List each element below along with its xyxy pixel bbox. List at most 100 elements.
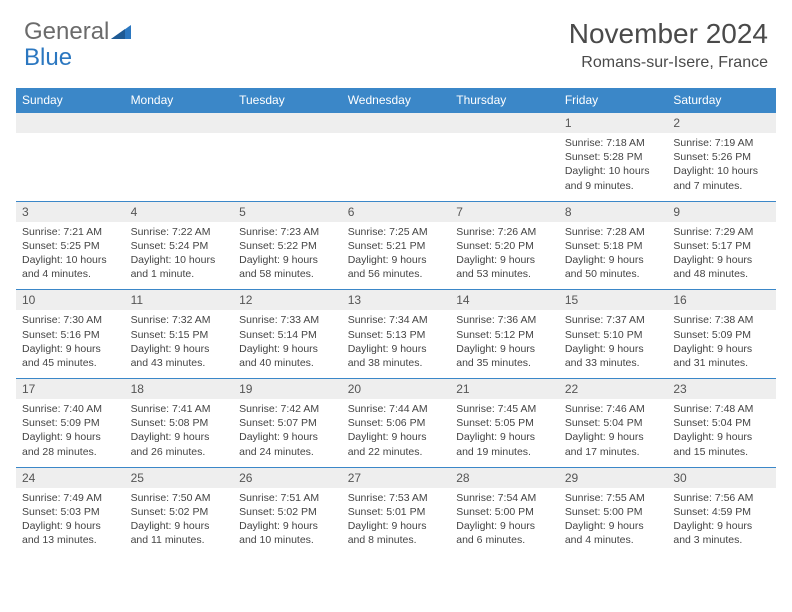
day-cell-5: 5Sunrise: 7:23 AMSunset: 5:22 PMDaylight…: [233, 201, 342, 290]
daylight-text: Daylight: 9 hours and 8 minutes.: [348, 519, 445, 547]
day-number: 16: [667, 290, 776, 310]
month-title: November 2024: [569, 18, 768, 50]
title-block: November 2024 Romans-sur-Isere, France: [569, 18, 768, 72]
day-cell-2: 2Sunrise: 7:19 AMSunset: 5:26 PMDaylight…: [667, 113, 776, 202]
day-number: 21: [450, 379, 559, 399]
day-cell-29: 29Sunrise: 7:55 AMSunset: 5:00 PMDayligh…: [559, 467, 668, 555]
sunrise-text: Sunrise: 7:32 AM: [131, 313, 228, 327]
empty-day-cell: [233, 113, 342, 202]
sunrise-text: Sunrise: 7:26 AM: [456, 225, 553, 239]
sunset-text: Sunset: 5:00 PM: [456, 505, 553, 519]
sunset-text: Sunset: 5:14 PM: [239, 328, 336, 342]
day-cell-20: 20Sunrise: 7:44 AMSunset: 5:06 PMDayligh…: [342, 379, 451, 468]
day-number: 8: [559, 202, 668, 222]
day-content: Sunrise: 7:19 AMSunset: 5:26 PMDaylight:…: [667, 133, 776, 201]
header: General November 2024 Romans-sur-Isere, …: [0, 0, 792, 80]
sunrise-text: Sunrise: 7:21 AM: [22, 225, 119, 239]
calendar-table: SundayMondayTuesdayWednesdayThursdayFrid…: [16, 88, 776, 555]
sunset-text: Sunset: 5:20 PM: [456, 239, 553, 253]
day-content: Sunrise: 7:25 AMSunset: 5:21 PMDaylight:…: [342, 222, 451, 290]
weekday-thursday: Thursday: [450, 88, 559, 113]
sunset-text: Sunset: 5:18 PM: [565, 239, 662, 253]
empty-day-num: [16, 113, 125, 133]
sunrise-text: Sunrise: 7:42 AM: [239, 402, 336, 416]
day-number: 30: [667, 468, 776, 488]
day-cell-14: 14Sunrise: 7:36 AMSunset: 5:12 PMDayligh…: [450, 290, 559, 379]
sunrise-text: Sunrise: 7:28 AM: [565, 225, 662, 239]
sunset-text: Sunset: 5:04 PM: [673, 416, 770, 430]
empty-day-cell: [450, 113, 559, 202]
day-content: Sunrise: 7:30 AMSunset: 5:16 PMDaylight:…: [16, 310, 125, 378]
sunrise-text: Sunrise: 7:34 AM: [348, 313, 445, 327]
sunrise-text: Sunrise: 7:19 AM: [673, 136, 770, 150]
weekday-tuesday: Tuesday: [233, 88, 342, 113]
weekday-sunday: Sunday: [16, 88, 125, 113]
sunset-text: Sunset: 5:08 PM: [131, 416, 228, 430]
day-number: 27: [342, 468, 451, 488]
day-number: 2: [667, 113, 776, 133]
sunrise-text: Sunrise: 7:29 AM: [673, 225, 770, 239]
location: Romans-sur-Isere, France: [569, 54, 768, 72]
weekday-saturday: Saturday: [667, 88, 776, 113]
sunrise-text: Sunrise: 7:49 AM: [22, 491, 119, 505]
day-number: 20: [342, 379, 451, 399]
day-number: 28: [450, 468, 559, 488]
sunset-text: Sunset: 5:24 PM: [131, 239, 228, 253]
day-cell-4: 4Sunrise: 7:22 AMSunset: 5:24 PMDaylight…: [125, 201, 234, 290]
sunset-text: Sunset: 5:12 PM: [456, 328, 553, 342]
daylight-text: Daylight: 9 hours and 28 minutes.: [22, 430, 119, 458]
sunset-text: Sunset: 5:06 PM: [348, 416, 445, 430]
sunrise-text: Sunrise: 7:36 AM: [456, 313, 553, 327]
daylight-text: Daylight: 9 hours and 17 minutes.: [565, 430, 662, 458]
daylight-text: Daylight: 9 hours and 45 minutes.: [22, 342, 119, 370]
day-content: Sunrise: 7:41 AMSunset: 5:08 PMDaylight:…: [125, 399, 234, 467]
day-number: 3: [16, 202, 125, 222]
day-number: 15: [559, 290, 668, 310]
daylight-text: Daylight: 9 hours and 22 minutes.: [348, 430, 445, 458]
sunrise-text: Sunrise: 7:45 AM: [456, 402, 553, 416]
day-number: 18: [125, 379, 234, 399]
sunset-text: Sunset: 5:17 PM: [673, 239, 770, 253]
day-content: Sunrise: 7:29 AMSunset: 5:17 PMDaylight:…: [667, 222, 776, 290]
sunrise-text: Sunrise: 7:25 AM: [348, 225, 445, 239]
sunset-text: Sunset: 5:00 PM: [565, 505, 662, 519]
daylight-text: Daylight: 9 hours and 50 minutes.: [565, 253, 662, 281]
day-content: Sunrise: 7:55 AMSunset: 5:00 PMDaylight:…: [559, 488, 668, 556]
day-number: 23: [667, 379, 776, 399]
day-content: Sunrise: 7:33 AMSunset: 5:14 PMDaylight:…: [233, 310, 342, 378]
day-number: 7: [450, 202, 559, 222]
sunset-text: Sunset: 5:22 PM: [239, 239, 336, 253]
day-content: Sunrise: 7:34 AMSunset: 5:13 PMDaylight:…: [342, 310, 451, 378]
logo-text-blue: Blue: [24, 44, 72, 72]
day-cell-3: 3Sunrise: 7:21 AMSunset: 5:25 PMDaylight…: [16, 201, 125, 290]
day-content: Sunrise: 7:49 AMSunset: 5:03 PMDaylight:…: [16, 488, 125, 556]
sunrise-text: Sunrise: 7:33 AM: [239, 313, 336, 327]
sunrise-text: Sunrise: 7:30 AM: [22, 313, 119, 327]
day-content: Sunrise: 7:32 AMSunset: 5:15 PMDaylight:…: [125, 310, 234, 378]
day-cell-8: 8 Sunrise: 7:28 AMSunset: 5:18 PMDaylight…: [559, 201, 668, 290]
day-number: 19: [233, 379, 342, 399]
daylight-text: Daylight: 9 hours and 10 minutes.: [239, 519, 336, 547]
daylight-text: Daylight: 9 hours and 24 minutes.: [239, 430, 336, 458]
day-number: 25: [125, 468, 234, 488]
daylight-text: Daylight: 9 hours and 48 minutes.: [673, 253, 770, 281]
day-cell-30: 30Sunrise: 7:56 AMSunset: 4:59 PMDayligh…: [667, 467, 776, 555]
day-content: Sunrise: 7:45 AMSunset: 5:05 PMDaylight:…: [450, 399, 559, 467]
sunrise-text: Sunrise: 7:50 AM: [131, 491, 228, 505]
weekday-wednesday: Wednesday: [342, 88, 451, 113]
empty-day-cell: [342, 113, 451, 202]
weekday-header-row: SundayMondayTuesdayWednesdayThursdayFrid…: [16, 88, 776, 113]
day-number: 24: [16, 468, 125, 488]
day-content: Sunrise: 7:42 AMSunset: 5:07 PMDaylight:…: [233, 399, 342, 467]
day-cell-21: 21Sunrise: 7:45 AMSunset: 5:05 PMDayligh…: [450, 379, 559, 468]
sunset-text: Sunset: 4:59 PM: [673, 505, 770, 519]
sunrise-text: Sunrise: 7:37 AM: [565, 313, 662, 327]
daylight-text: Daylight: 9 hours and 35 minutes.: [456, 342, 553, 370]
day-content: Sunrise: 7:51 AMSunset: 5:02 PMDaylight:…: [233, 488, 342, 556]
day-content: Sunrise: 7:56 AMSunset: 4:59 PMDaylight:…: [667, 488, 776, 556]
day-number: 1: [559, 113, 668, 133]
day-cell-23: 23Sunrise: 7:48 AMSunset: 5:04 PMDayligh…: [667, 379, 776, 468]
daylight-text: Daylight: 9 hours and 53 minutes.: [456, 253, 553, 281]
sunrise-text: Sunrise: 7:40 AM: [22, 402, 119, 416]
day-content: Sunrise: 7:21 AMSunset: 5:25 PMDaylight:…: [16, 222, 125, 290]
